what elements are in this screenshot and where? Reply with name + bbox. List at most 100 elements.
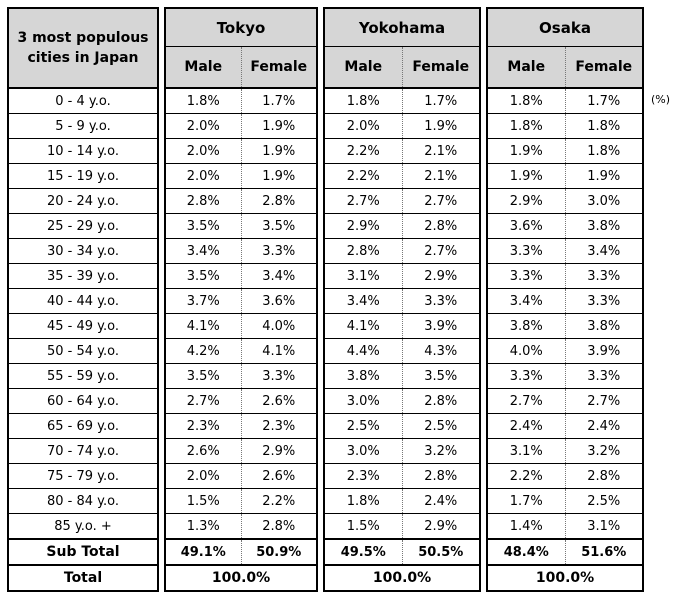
total-row: 100.0% [325,564,479,590]
value-cell: 1.7% [564,89,643,113]
value-cell: 2.9% [401,264,480,288]
value-cell: 2.6% [240,389,317,413]
total-row: Total [9,564,157,590]
age-row: 10 - 14 y.o. [9,138,157,163]
age-row: 35 - 39 y.o. [9,263,157,288]
table-row: 1.5% 2.2% [166,488,316,513]
value-cell: 2.2% [240,489,317,513]
value-cell: 2.6% [186,443,220,459]
age-label: 5 - 9 y.o. [55,118,111,134]
age-row: 85 y.o. + [9,513,157,538]
table-row: 2.8% 2.8% [166,188,316,213]
value-cell: 2.7% [401,189,480,213]
age-label: 30 - 34 y.o. [46,243,119,259]
value-cell: 1.9% [240,139,317,163]
age-label: 45 - 49 y.o. [46,318,119,334]
value-cell: 3.3% [564,264,643,288]
value-cell: 3.3% [564,289,643,313]
total-label: Total [63,570,103,586]
value-cell: 2.4% [509,418,543,434]
age-label: 20 - 24 y.o. [46,193,119,209]
table-row: 4.1% 3.9% [325,313,479,338]
value-cell: 1.7% [401,89,480,113]
value-cell: 1.9% [509,143,543,159]
table-row: 3.8% 3.5% [325,363,479,388]
table-row: 2.0% 1.9% [166,113,316,138]
value-cell: 3.2% [401,439,480,463]
value-cell: 2.2% [346,168,380,184]
table-row: 4.0% 3.9% [488,338,642,363]
value-cell: 3.1% [346,268,380,284]
value-cell: 3.3% [509,243,543,259]
female-header-cell: Female [240,47,317,87]
value-cell: 2.8% [564,464,643,488]
value-cell: 2.3% [240,414,317,438]
table-row: 2.5% 2.5% [325,413,479,438]
value-cell: 1.8% [186,93,220,109]
age-label: 85 y.o. + [54,518,112,534]
age-row: 80 - 84 y.o. [9,488,157,513]
value-cell: 2.5% [346,418,380,434]
value-cell: 2.9% [509,193,543,209]
table-row: 2.4% 2.4% [488,413,642,438]
age-label: 0 - 4 y.o. [55,93,111,109]
age-row: 25 - 29 y.o. [9,213,157,238]
age-label: 55 - 59 y.o. [46,368,119,384]
value-cell: 3.0% [564,189,643,213]
age-row: 5 - 9 y.o. [9,113,157,138]
table-row: 1.8% 1.8% [488,113,642,138]
value-cell: 2.2% [509,468,543,484]
value-cell: 1.9% [564,164,643,188]
tokyo-column-group: Tokyo Male Female 1.8% 1.7% 2.0% 1.9% 2.0%… [164,7,318,592]
table-row: 3.4% 3.3% [325,288,479,313]
value-cell: 1.8% [346,93,380,109]
value-cell: 4.1% [186,318,220,334]
value-cell: 3.4% [509,293,543,309]
table-row: 3.4% 3.3% [166,238,316,263]
value-cell: 3.0% [346,393,380,409]
value-cell: 2.3% [186,418,220,434]
age-column: 3 most populous cities in Japan 0 - 4 y.… [7,7,159,592]
age-row: 15 - 19 y.o. [9,163,157,188]
value-cell: 3.0% [346,443,380,459]
value-cell: 4.2% [186,343,220,359]
age-label: 35 - 39 y.o. [46,268,119,284]
value-cell: 1.9% [509,168,543,184]
yokohama-column-group: Yokohama Male Female 1.8% 1.7% 2.0% 1.9% 2… [323,7,481,592]
value-cell: 2.0% [186,143,220,159]
value-cell: 4.0% [240,314,317,338]
value-cell: 2.8% [401,214,480,238]
table-row: 1.5% 2.9% [325,513,479,538]
value-cell: 1.8% [564,114,643,138]
subtotal-row: 49.1% 50.9% [166,538,316,564]
percent-unit-note: (%) [651,93,671,106]
value-cell: 1.8% [564,139,643,163]
value-cell: 3.7% [186,293,220,309]
age-label: 25 - 29 y.o. [46,218,119,234]
value-cell: 1.8% [509,93,543,109]
value-cell: 1.3% [186,518,220,534]
female-header-cell: Female [564,47,643,87]
table-row: 1.4% 3.1% [488,513,642,538]
male-header-cell: Male [184,59,223,75]
osaka-header: Osaka [488,9,642,46]
value-cell: 2.8% [240,189,317,213]
table-row: 2.0% 1.9% [166,163,316,188]
total-value: 100.0% [372,570,432,586]
value-cell: 4.0% [509,343,543,359]
subtotal-value: 51.6% [564,540,643,564]
population-table: 3 most populous cities in Japan 0 - 4 y.… [7,7,644,592]
tokyo-header: Tokyo [166,9,316,46]
value-cell: 2.8% [186,193,220,209]
age-label: 10 - 14 y.o. [46,143,119,159]
table-title-line1: 3 most populous [17,29,149,46]
table-row: 2.7% 2.6% [166,388,316,413]
value-cell: 2.2% [346,143,380,159]
value-cell: 4.1% [346,318,380,334]
table-row: 2.2% 2.8% [488,463,642,488]
subtotal-label: Sub Total [46,544,120,560]
male-header-cell: Male [507,59,546,75]
value-cell: 3.8% [564,214,643,238]
value-cell: 2.6% [240,464,317,488]
value-cell: 3.6% [240,289,317,313]
